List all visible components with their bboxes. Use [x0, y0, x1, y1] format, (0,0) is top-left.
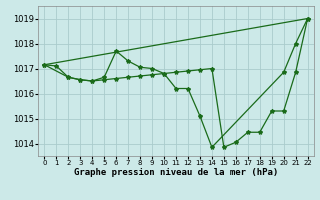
X-axis label: Graphe pression niveau de la mer (hPa): Graphe pression niveau de la mer (hPa) — [74, 168, 278, 177]
